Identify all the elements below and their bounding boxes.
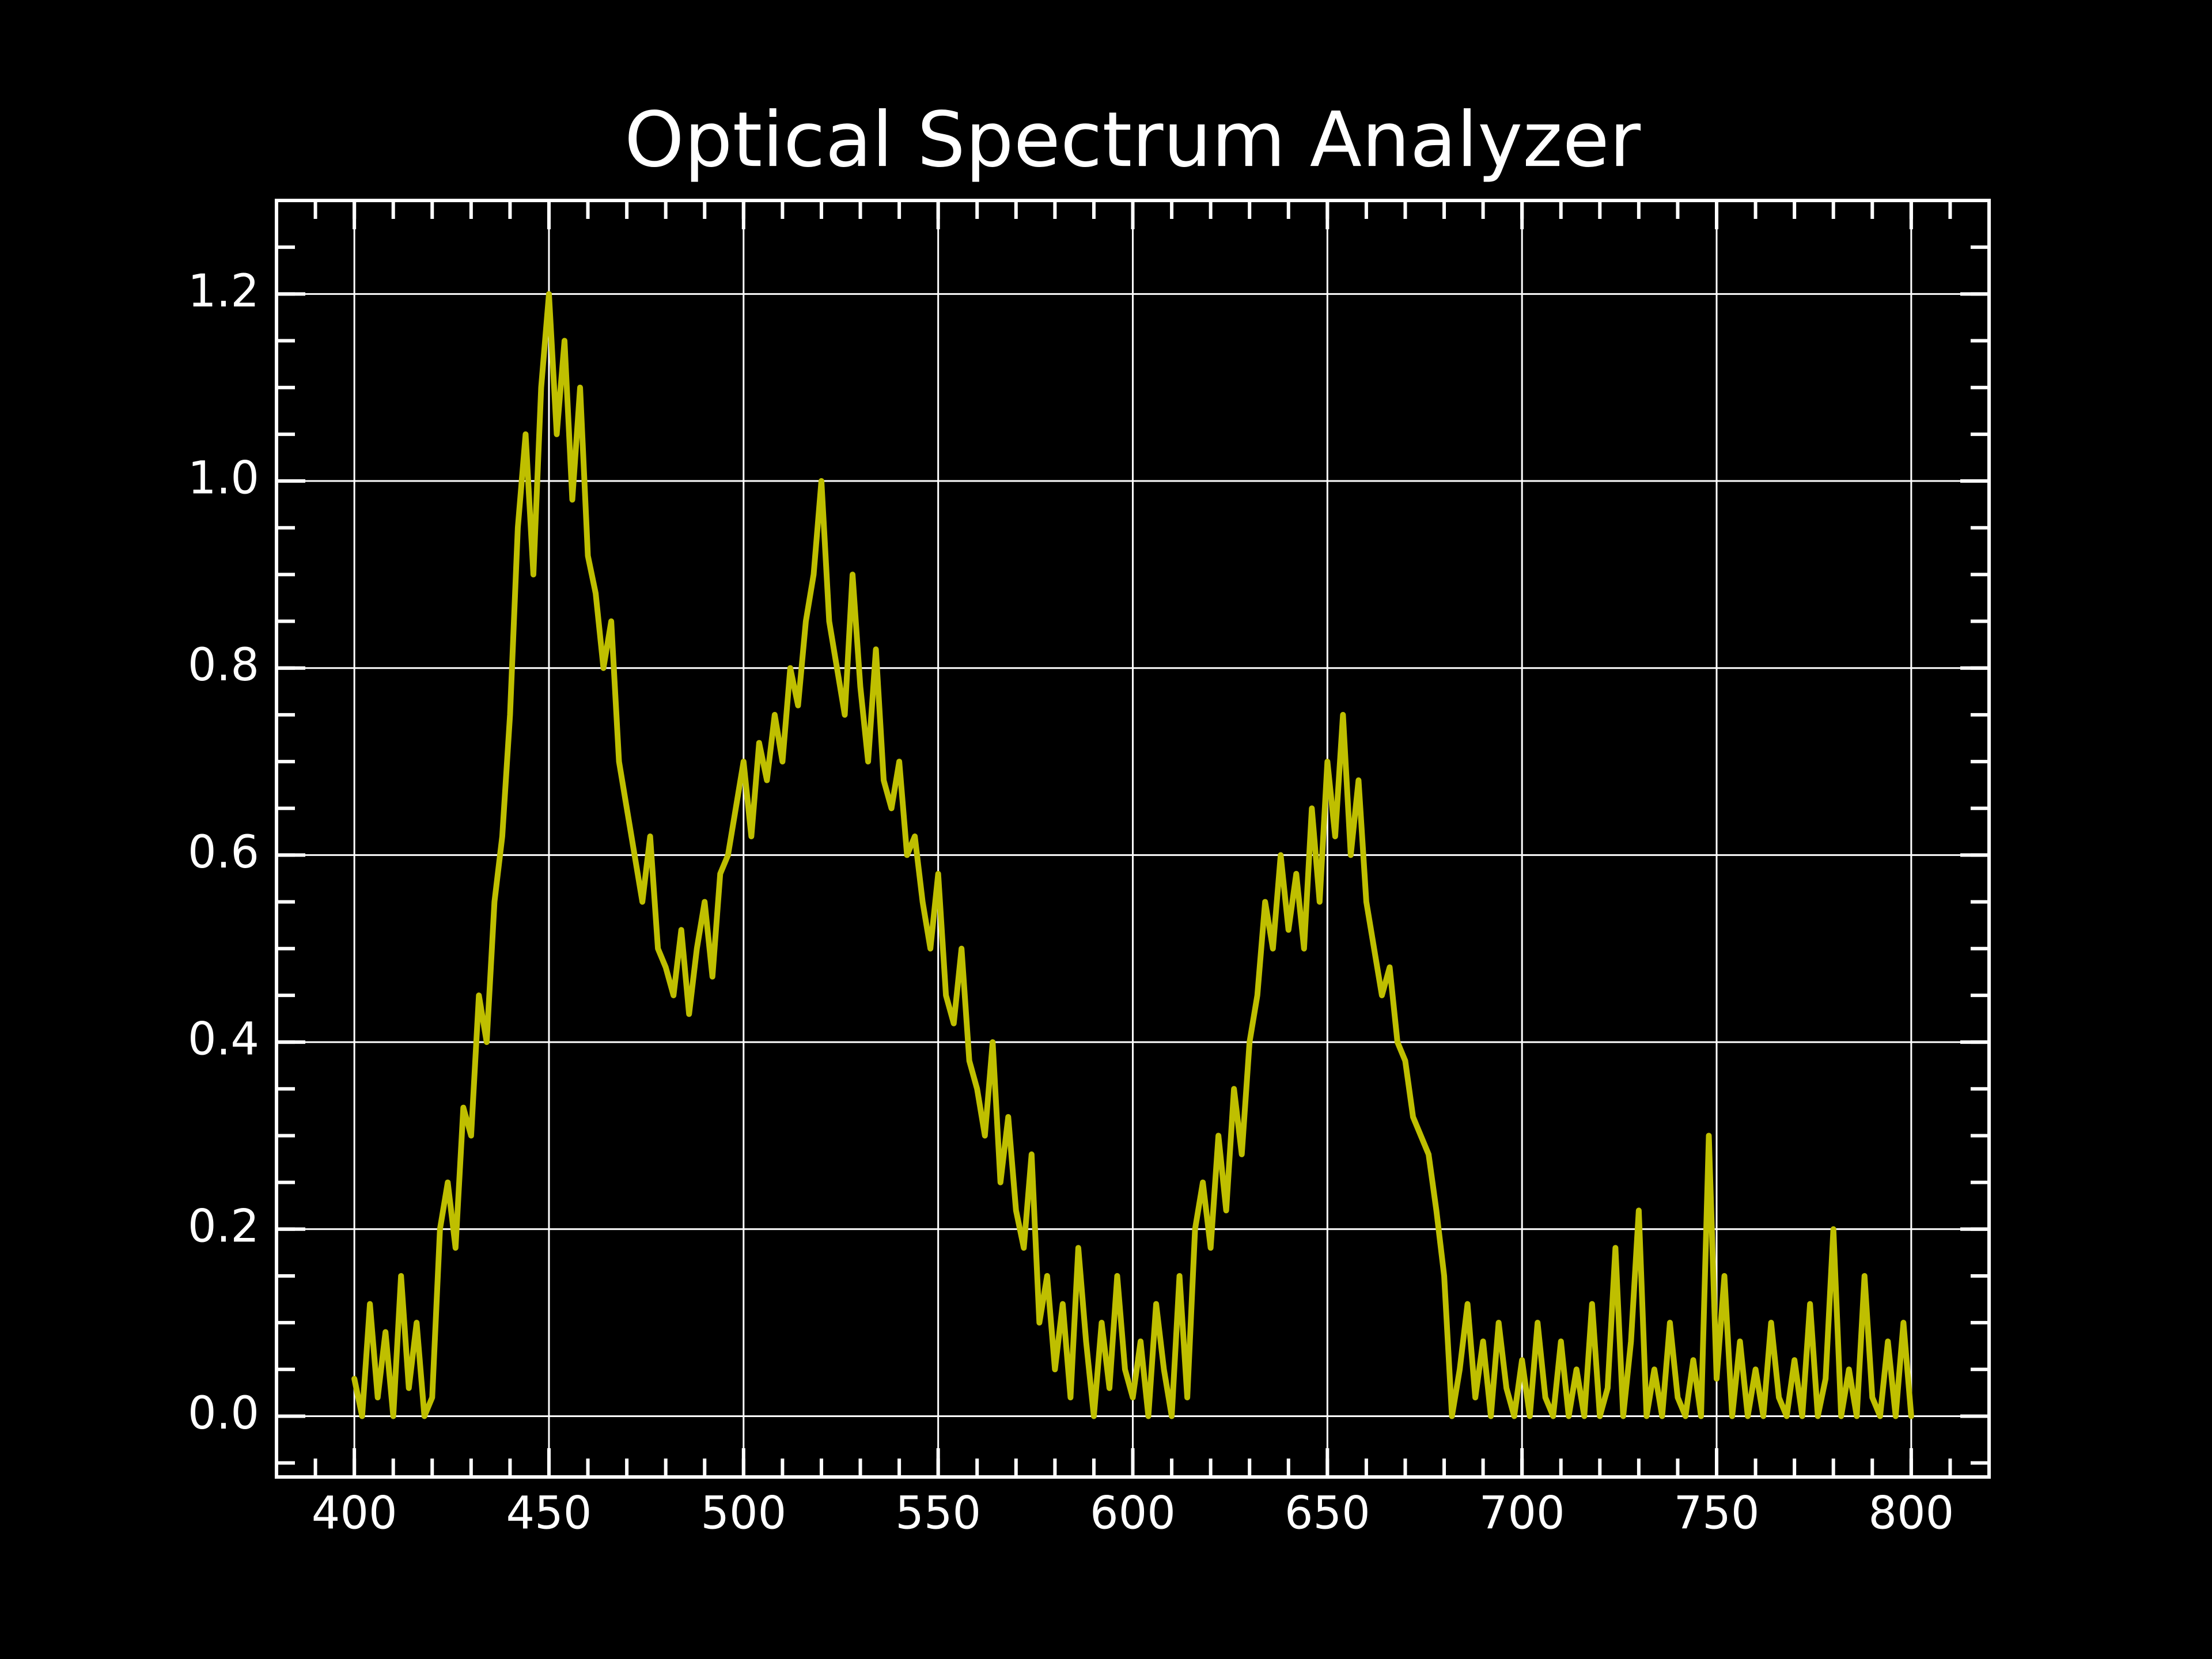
x-tick-label: 550	[895, 1487, 981, 1539]
y-tick-label: 0.6	[188, 827, 259, 878]
y-tick-label: 1.0	[188, 453, 259, 505]
chart-title: Optical Spectrum Analyzer	[624, 96, 1641, 184]
spectrum-line	[351, 291, 1914, 1419]
y-tick-label: 0.2	[188, 1200, 259, 1252]
x-tick-label: 650	[1285, 1487, 1370, 1539]
x-tick-label: 450	[506, 1487, 592, 1539]
x-tick-label: 700	[1479, 1487, 1565, 1539]
y-tick-label: 0.0	[188, 1388, 259, 1440]
x-tick-label: 400	[312, 1487, 397, 1539]
y-tick-label: 1.2	[188, 266, 259, 317]
y-tick-label: 0.4	[188, 1014, 259, 1066]
y-tick-label: 0.8	[188, 639, 259, 691]
x-tick-label: 750	[1674, 1487, 1760, 1539]
plot-frame	[275, 199, 1991, 1479]
x-tick-label: 500	[700, 1487, 786, 1539]
x-tick-label: 600	[1090, 1487, 1176, 1539]
x-tick-label: 800	[1868, 1487, 1954, 1539]
